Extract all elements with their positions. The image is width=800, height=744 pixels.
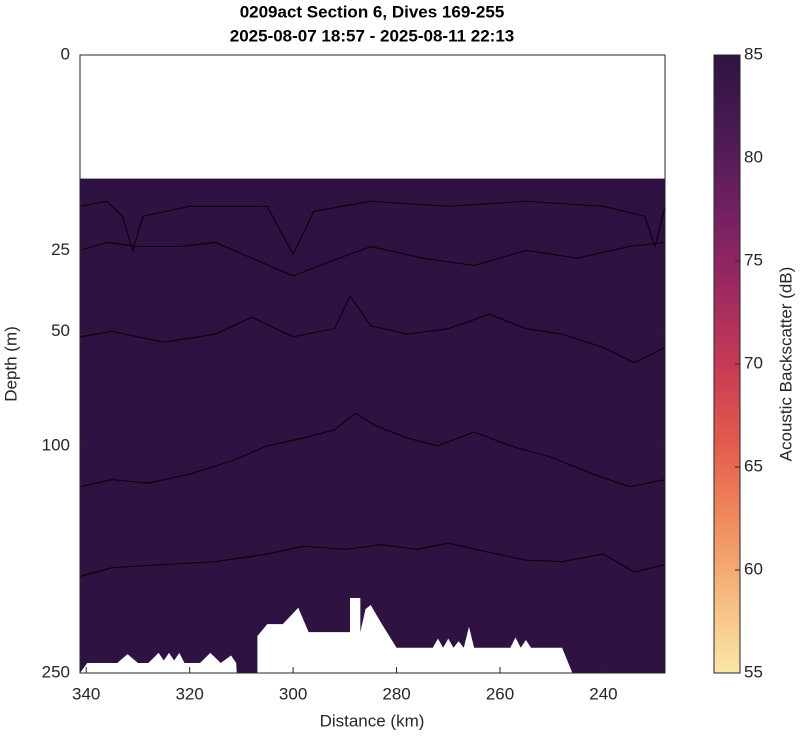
y-tick-label: 100	[42, 435, 70, 454]
colorbar-label: Acoustic Backscatter (dB)	[776, 267, 795, 462]
x-axis-label: Distance (km)	[320, 711, 425, 730]
colorbar-tick-label: 80	[744, 147, 763, 166]
colorbar-tick-label: 55	[744, 662, 763, 681]
chart-subtitle: 2025-08-07 18:57 - 2025-08-11 22:13	[230, 26, 515, 45]
y-tick-label: 25	[51, 240, 70, 259]
x-tick-label: 340	[72, 684, 100, 703]
plot-frame	[79, 54, 666, 674]
colorbar-tick-label: 65	[744, 456, 763, 475]
x-tick-label: 280	[382, 684, 410, 703]
contour-line	[79, 412, 666, 488]
colorbar-tick-label: 85	[744, 44, 763, 63]
y-axis-label: Depth (m)	[1, 326, 20, 402]
contour-line	[79, 200, 666, 256]
chart-title: 0209act Section 6, Dives 169-255	[240, 2, 505, 21]
x-tick-label: 300	[279, 684, 307, 703]
x-tick-label: 260	[486, 684, 514, 703]
colorbar-tick-label: 70	[744, 353, 763, 372]
seafloor	[80, 597, 665, 673]
contour-line	[79, 294, 666, 364]
y-tick-label: 0	[61, 44, 70, 63]
contour-line	[79, 241, 666, 277]
x-tick-label: 240	[589, 684, 617, 703]
colorbar-tick-label: 75	[744, 250, 763, 269]
x-tick-label: 320	[175, 684, 203, 703]
y-tick-label: 50	[51, 321, 70, 340]
data-field	[80, 178, 665, 673]
y-tick-label: 250	[42, 662, 70, 681]
contour-line	[79, 542, 666, 577]
colorbar-tick-label: 60	[744, 559, 763, 578]
